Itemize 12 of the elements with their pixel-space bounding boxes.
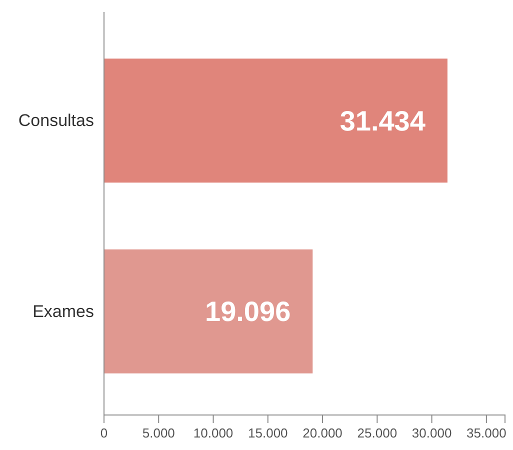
x-tick-label: 5.000 [142, 426, 175, 441]
data-label: 19.096 [205, 296, 291, 328]
y-tick-label: Consultas [18, 111, 94, 130]
x-tick-label: 30.000 [412, 426, 452, 441]
x-tick-label: 15.000 [248, 426, 288, 441]
x-tick-label: 35.000 [466, 426, 506, 441]
data-label: 31.434 [340, 105, 426, 136]
x-tick-label: 10.000 [193, 426, 234, 441]
y-tick-label: Exames [32, 302, 94, 321]
x-tick-label: 0 [100, 426, 108, 441]
x-tick-label: 20.000 [302, 426, 342, 441]
x-tick-label: 25.000 [357, 426, 398, 441]
